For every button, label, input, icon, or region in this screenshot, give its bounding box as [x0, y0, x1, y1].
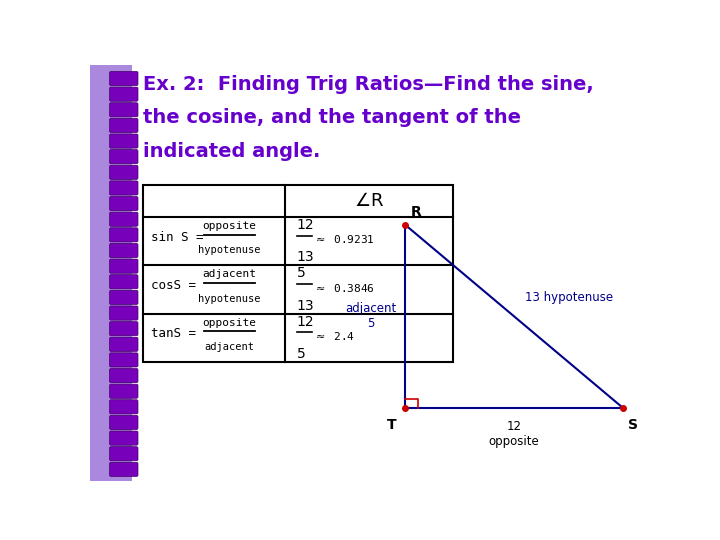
FancyBboxPatch shape — [109, 431, 138, 445]
Text: 12
opposite: 12 opposite — [489, 420, 539, 448]
Text: opposite: opposite — [202, 318, 256, 328]
FancyBboxPatch shape — [109, 338, 138, 352]
Text: 13: 13 — [297, 299, 314, 313]
Bar — [90, 65, 132, 481]
FancyBboxPatch shape — [109, 368, 138, 383]
Text: hypotenuse: hypotenuse — [198, 246, 261, 255]
FancyBboxPatch shape — [109, 197, 138, 211]
FancyBboxPatch shape — [109, 103, 138, 117]
FancyBboxPatch shape — [109, 212, 138, 226]
Text: opposite: opposite — [202, 221, 256, 231]
FancyBboxPatch shape — [109, 259, 138, 273]
Text: T: T — [387, 418, 397, 432]
Text: adjacent: adjacent — [204, 342, 254, 352]
FancyBboxPatch shape — [109, 150, 138, 164]
Text: R: R — [411, 205, 422, 219]
FancyBboxPatch shape — [109, 322, 138, 336]
Text: 12: 12 — [297, 315, 314, 329]
Text: adjacent
5: adjacent 5 — [346, 302, 397, 330]
FancyBboxPatch shape — [109, 71, 138, 85]
Text: indicated angle.: indicated angle. — [143, 141, 320, 161]
FancyBboxPatch shape — [109, 400, 138, 414]
FancyBboxPatch shape — [109, 275, 138, 289]
Text: Ex. 2:  Finding Trig Ratios—Find the sine,: Ex. 2: Finding Trig Ratios—Find the sine… — [143, 75, 594, 94]
FancyBboxPatch shape — [109, 306, 138, 320]
Text: $\approx$ 2.4: $\approx$ 2.4 — [313, 330, 355, 342]
Text: 12: 12 — [297, 218, 314, 232]
Text: hypotenuse: hypotenuse — [198, 294, 261, 304]
FancyBboxPatch shape — [109, 447, 138, 461]
FancyBboxPatch shape — [109, 415, 138, 429]
Text: $\approx$ 0.9231: $\approx$ 0.9231 — [313, 233, 375, 245]
Text: 13: 13 — [297, 251, 314, 265]
FancyBboxPatch shape — [109, 118, 138, 132]
FancyBboxPatch shape — [109, 134, 138, 148]
Text: 5: 5 — [297, 267, 305, 280]
FancyBboxPatch shape — [109, 87, 138, 101]
FancyBboxPatch shape — [109, 291, 138, 305]
Text: $\angle$R: $\angle$R — [354, 192, 384, 210]
Bar — [90, 65, 121, 481]
Text: cosS =: cosS = — [151, 279, 204, 292]
Text: 13 hypotenuse: 13 hypotenuse — [526, 291, 613, 304]
Bar — [143, 185, 453, 362]
Text: sin S =: sin S = — [151, 231, 212, 244]
FancyBboxPatch shape — [109, 181, 138, 195]
FancyBboxPatch shape — [109, 244, 138, 258]
FancyBboxPatch shape — [109, 165, 138, 179]
FancyBboxPatch shape — [109, 384, 138, 399]
Text: S: S — [629, 418, 639, 432]
Text: the cosine, and the tangent of the: the cosine, and the tangent of the — [143, 109, 521, 127]
Text: tanS =: tanS = — [151, 327, 204, 340]
FancyBboxPatch shape — [109, 228, 138, 242]
FancyBboxPatch shape — [109, 353, 138, 367]
Text: 5: 5 — [297, 347, 305, 361]
FancyBboxPatch shape — [109, 462, 138, 476]
Text: adjacent: adjacent — [202, 269, 256, 279]
Text: $\approx$ 0.3846: $\approx$ 0.3846 — [313, 281, 375, 294]
